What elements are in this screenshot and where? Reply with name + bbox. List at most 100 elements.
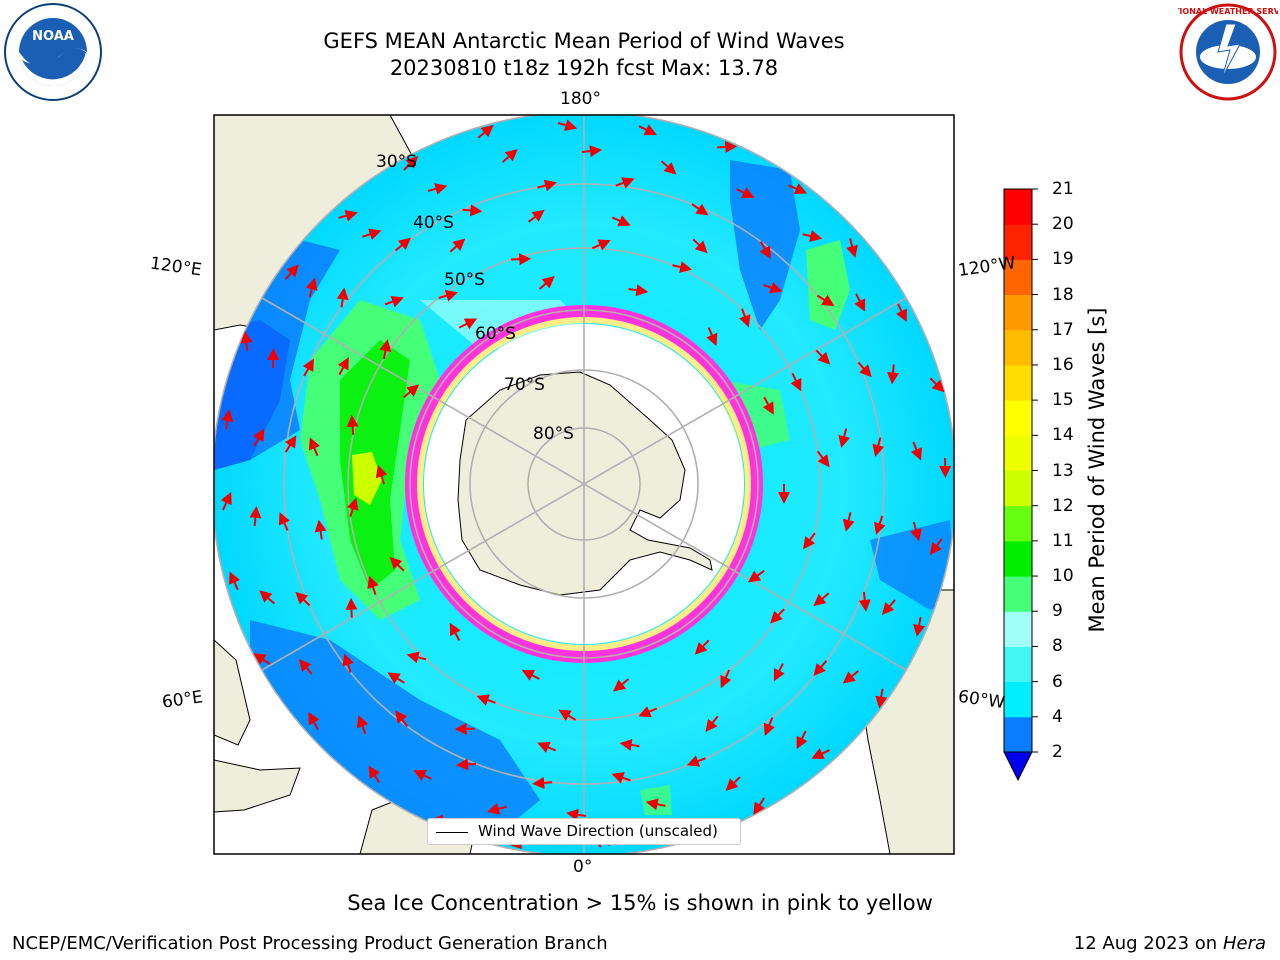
colorbar-tick-label: 2 <box>1052 742 1063 762</box>
wave-direction-arrow <box>816 450 830 468</box>
wave-direction-arrow <box>846 238 858 258</box>
wave-direction-arrow <box>384 296 404 308</box>
colorbar-tick-label: 12 <box>1052 495 1074 516</box>
wave-direction-arrow <box>770 608 785 624</box>
wave-direction-arrow <box>558 709 577 721</box>
wave-direction-arrow <box>375 464 388 485</box>
colorbar-segment <box>1004 364 1032 401</box>
wave-direction-arrow <box>838 428 850 448</box>
colorbar-segment <box>1004 540 1032 577</box>
wave-direction-arrow <box>706 327 718 347</box>
legend-line-sample <box>436 832 468 833</box>
wave-direction-arrow <box>854 293 866 312</box>
wave-direction-arrow <box>872 437 885 457</box>
wave-direction-arrow <box>427 183 448 195</box>
wave-direction-arrow <box>278 512 290 531</box>
wave-direction-arrow <box>305 277 318 298</box>
wave-direction-arrow <box>619 739 640 751</box>
colorbar-segment <box>1004 470 1032 507</box>
wave-direction-arrow <box>759 241 771 259</box>
footer-branch: NCEP/EMC/Verification Post Processing Pr… <box>12 933 608 954</box>
wave-direction-arrow <box>253 428 265 447</box>
wave-direction-arrow <box>220 491 232 511</box>
colorbar-segment <box>1004 505 1032 542</box>
colorbar-tick-label: 6 <box>1052 671 1063 692</box>
wave-direction-arrow <box>763 281 783 294</box>
lon-label-180: 180° <box>560 89 601 109</box>
wave-direction-arrow <box>557 119 578 131</box>
land-africa <box>214 759 301 813</box>
wave-direction-arrow <box>638 124 657 136</box>
wave-direction-arrow <box>284 435 297 453</box>
wave-direction-arrow <box>874 515 886 535</box>
wave-direction-arrow <box>221 409 234 430</box>
wave-direction-arrow <box>253 653 271 665</box>
wave-patch-green-pacific <box>806 240 850 330</box>
colorbar-segment <box>1004 224 1032 260</box>
footer-date: 12 Aug 2023 on Hera <box>1074 933 1266 954</box>
wave-direction-arrow <box>929 377 945 393</box>
land-madagascar-region <box>214 639 251 746</box>
wave-direction-arrow <box>389 556 405 572</box>
wave-direction-arrow <box>249 506 262 527</box>
wave-direction-arrow <box>802 230 823 242</box>
graticule <box>214 115 954 854</box>
wave-direction-arrow <box>813 592 830 607</box>
wave-direction-arrow <box>720 669 732 689</box>
wave-direction-arrow <box>691 203 709 216</box>
wave-patch-yellow-indian <box>352 452 382 505</box>
wave-direction-arrow <box>803 532 816 550</box>
wave-direction-arrow <box>314 519 327 540</box>
wave-direction-arrow <box>881 599 896 615</box>
colorbar-tick-label: 4 <box>1052 706 1063 727</box>
wave-direction-arrow <box>538 276 555 290</box>
wave-direction-arrow <box>763 717 775 736</box>
wave-direction-arrow <box>298 658 313 675</box>
legend-label: Wind Wave Direction (unscaled) <box>478 822 718 840</box>
colorbar-tick-label: 18 <box>1052 284 1074 305</box>
colorbar-segment <box>1004 435 1032 471</box>
wave-direction-arrow <box>403 156 419 171</box>
map-legend: Wind Wave Direction (unscaled) <box>427 818 741 845</box>
noaa-logo: NOAA <box>4 3 102 101</box>
wave-direction-arrow <box>338 209 358 222</box>
wave-direction-arrow <box>532 776 553 789</box>
wave-direction-arrow <box>913 617 925 637</box>
wave-direction-arrow <box>773 663 785 682</box>
wave-direction-arrow <box>395 710 409 728</box>
colorbar-segment <box>1004 716 1032 753</box>
wave-direction-arrow <box>295 591 311 607</box>
wave-direction-arrow <box>477 125 494 139</box>
wave-direction-arrow <box>356 715 369 735</box>
wave-direction-arrow <box>887 364 900 385</box>
wave-direction-arrow <box>302 358 314 377</box>
wave-direction-arrow <box>413 770 432 781</box>
wave-direction-arrow <box>694 639 710 655</box>
colorbar-segment <box>1004 681 1032 718</box>
wave-direction-arrow <box>788 183 808 195</box>
wave-direction-arrow <box>736 187 755 199</box>
colorbar-segment <box>1004 646 1032 683</box>
map-frame <box>213 114 955 855</box>
wave-direction-arrow <box>308 437 320 457</box>
wave-direction-arrow <box>875 688 888 709</box>
wave-direction-arrow <box>896 303 907 322</box>
wave-direction-arrow <box>362 228 382 240</box>
wave-direction-arrow <box>725 776 741 791</box>
colorbar-tick-label: 21 <box>1052 179 1074 199</box>
wave-direction-arrow <box>815 349 831 365</box>
wave-direction-arrow <box>813 660 828 677</box>
colorbar-tick-label: 13 <box>1052 460 1074 481</box>
wave-direction-arrow <box>449 238 466 253</box>
map-title: GEFS MEAN Antarctic Mean Period of Wind … <box>323 29 845 53</box>
wave-direction-arrow <box>368 765 381 784</box>
colorbar-segment <box>1004 400 1032 436</box>
nws-logo-text: NATIONAL WEATHER SERVICE <box>1178 7 1278 16</box>
wave-direction-arrow <box>660 160 677 175</box>
lat-label-70s: 70°S <box>504 375 545 395</box>
wave-direction-arrow <box>739 308 751 328</box>
colorbar-segment <box>1004 329 1032 366</box>
wave-direction-arrow <box>438 289 458 302</box>
colorbar-extend-arrow <box>1003 751 1033 782</box>
